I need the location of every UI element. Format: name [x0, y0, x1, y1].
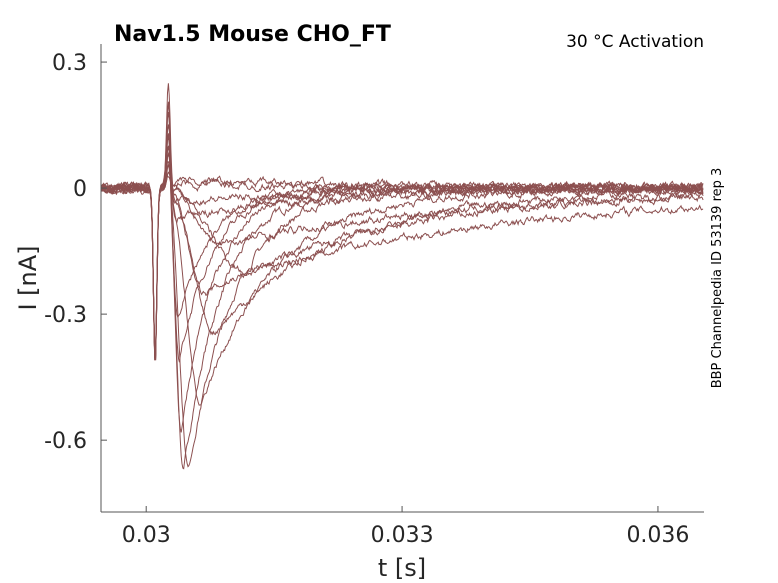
trace-8 [100, 164, 704, 354]
trace-5 [100, 133, 704, 363]
trace-10 [100, 171, 704, 361]
side-note: BBP Channelpedia ID 53139 rep 3 [710, 168, 725, 389]
x-axis-label: t [s] [378, 554, 426, 582]
trace-14 [100, 111, 704, 355]
traces [100, 83, 704, 470]
x-tick-label: 0.03 [122, 523, 171, 548]
y-tick-label: -0.3 [44, 303, 87, 328]
y-tick-label: 0 [73, 177, 87, 202]
chart-subtitle: 30 °C Activation [566, 32, 704, 52]
y-tick-label: 0.3 [52, 51, 87, 76]
trace-6 [100, 161, 704, 360]
chart-title: Nav1.5 Mouse CHO_FT [114, 22, 391, 47]
x-tick-label: 0.033 [371, 523, 434, 548]
y-tick-label: -0.6 [44, 429, 87, 454]
trace-11 [100, 124, 704, 359]
ticks: 0.03 0.033 0.036 0.3 0 -0.3 -0.6 [44, 51, 689, 548]
trace-13 [100, 83, 704, 361]
trace-7 [100, 136, 704, 357]
trace-9 [100, 174, 704, 356]
y-axis-label: I [nA] [14, 245, 42, 310]
x-tick-label: 0.036 [626, 523, 689, 548]
trace-12 [100, 101, 704, 354]
